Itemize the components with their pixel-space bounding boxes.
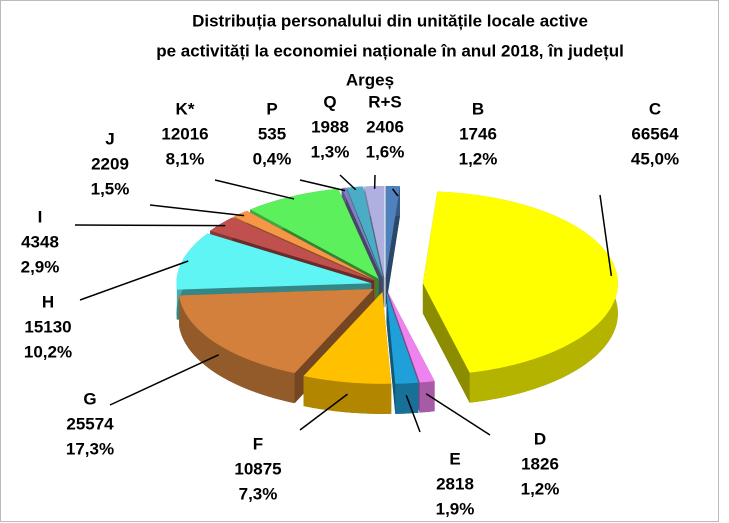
leader-line — [214, 179, 295, 200]
leader-line — [339, 174, 357, 191]
leader-line — [74, 224, 226, 227]
share-label: 1,5% — [91, 179, 130, 198]
share-label: 8,1% — [166, 149, 205, 168]
category-label: R+S — [368, 92, 402, 111]
value-label: 2209 — [91, 154, 129, 173]
value-label: 2406 — [366, 117, 404, 136]
value-label: 4348 — [21, 232, 59, 251]
category-label: K* — [176, 99, 195, 118]
share-label: 1,6% — [366, 142, 405, 161]
slice — [385, 186, 400, 279]
value-label: 1988 — [311, 117, 349, 136]
slice — [422, 191, 618, 373]
slice — [250, 188, 379, 279]
category-label: I — [38, 207, 43, 226]
slice — [176, 233, 372, 290]
value-label: 25574 — [66, 414, 114, 433]
value-label: 1826 — [521, 454, 559, 473]
leader-line — [599, 194, 613, 277]
share-label: 1,2% — [459, 149, 498, 168]
category-label: C — [649, 99, 661, 118]
leader-line — [109, 354, 219, 406]
category-label: D — [534, 429, 546, 448]
leader-line — [425, 393, 491, 436]
share-label: 7,3% — [239, 484, 278, 503]
category-label: E — [449, 449, 460, 468]
category-label: Q — [323, 92, 336, 111]
category-label: P — [266, 99, 277, 118]
slice — [346, 186, 383, 279]
category-label: J — [105, 129, 114, 148]
share-label: 1,9% — [436, 499, 475, 518]
leader-line — [391, 188, 399, 197]
chart-title: Distribuția personalului din unitățile l… — [192, 11, 588, 30]
value-label: 15130 — [24, 317, 71, 336]
slice-wall — [422, 283, 470, 403]
category-label: F — [253, 434, 263, 453]
value-label: 66564 — [631, 124, 679, 143]
share-label: 0,4% — [253, 149, 292, 168]
share-label: 1,3% — [311, 142, 350, 161]
category-label: B — [472, 99, 484, 118]
share-label: 1,2% — [521, 479, 560, 498]
slice — [386, 291, 419, 384]
slice — [364, 186, 385, 279]
value-label: 1746 — [459, 124, 497, 143]
slice — [341, 187, 383, 279]
share-label: 17,3% — [66, 439, 114, 458]
share-label: 10,2% — [24, 342, 72, 361]
share-label: 45,0% — [631, 149, 679, 168]
leader-line — [149, 204, 245, 217]
leader-line — [405, 394, 421, 433]
slice-side — [419, 381, 435, 413]
slice-side — [179, 295, 295, 404]
slice — [210, 217, 374, 281]
value-label: 2818 — [436, 474, 474, 493]
slice-wall — [385, 186, 400, 309]
value-label: 535 — [258, 124, 286, 143]
leader-line — [79, 260, 189, 301]
category-label: G — [83, 389, 96, 408]
slice — [303, 291, 392, 384]
chart-title: pe activități la economiei naționale în … — [156, 41, 624, 60]
leader-line — [299, 179, 346, 192]
slice — [387, 291, 435, 383]
value-label: 10875 — [234, 459, 281, 478]
slice — [179, 289, 374, 374]
slice — [233, 210, 376, 280]
category-label: H — [42, 292, 54, 311]
chart-title: Argeș — [346, 70, 394, 89]
slice-wall — [386, 291, 396, 414]
share-label: 2,9% — [21, 257, 60, 276]
value-label: 12016 — [161, 124, 208, 143]
leader-line — [299, 393, 348, 431]
